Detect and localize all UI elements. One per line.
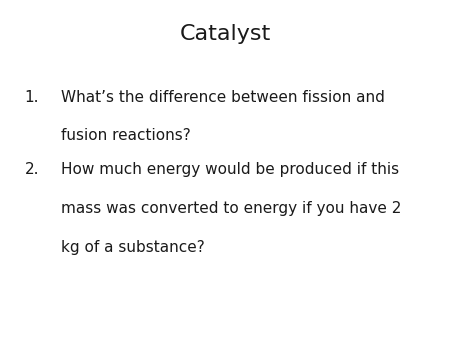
Text: Catalyst: Catalyst	[180, 24, 270, 44]
Text: fusion reactions?: fusion reactions?	[61, 128, 190, 143]
Text: How much energy would be produced if this: How much energy would be produced if thi…	[61, 162, 399, 177]
Text: mass was converted to energy if you have 2: mass was converted to energy if you have…	[61, 201, 401, 216]
Text: What’s the difference between fission and: What’s the difference between fission an…	[61, 90, 385, 104]
Text: kg of a substance?: kg of a substance?	[61, 240, 204, 255]
Text: 2.: 2.	[25, 162, 39, 177]
Text: 1.: 1.	[25, 90, 39, 104]
